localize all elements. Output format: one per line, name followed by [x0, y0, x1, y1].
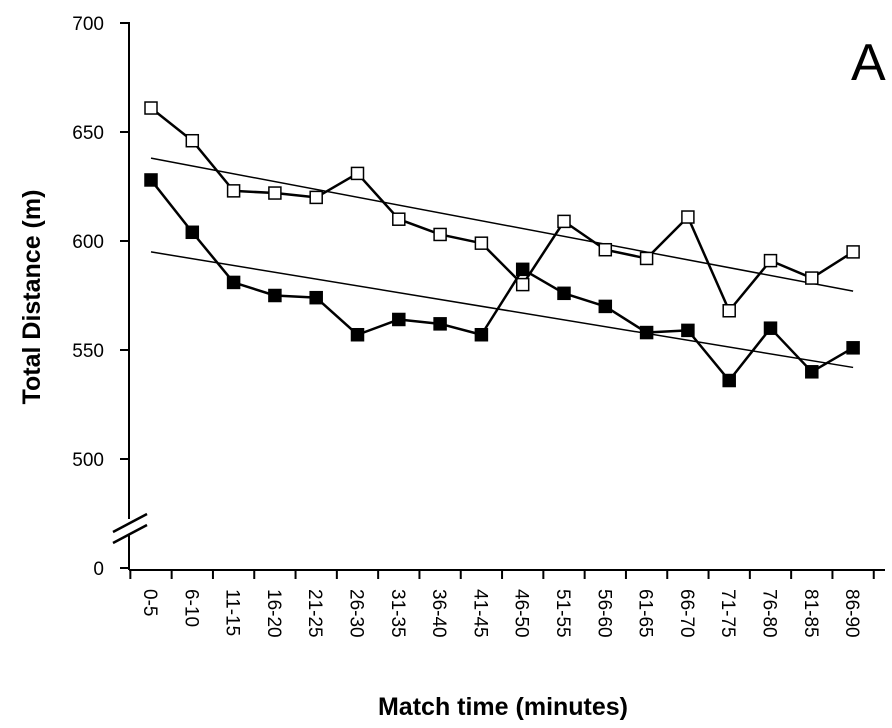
- data-point-series-1: [763, 253, 778, 268]
- data-point-series-1: [639, 251, 654, 266]
- trendline: [150, 157, 854, 292]
- trendlines: [150, 157, 854, 369]
- x-axis-title: Match time (minutes): [378, 693, 628, 721]
- x-tick-label: 0-5: [139, 589, 160, 616]
- x-tick-label: 46-50: [511, 589, 532, 638]
- data-point-series-2: [392, 312, 406, 327]
- x-tick-label: 31-35: [387, 589, 408, 638]
- x-tick-label: 86-90: [841, 589, 862, 638]
- y-tick-label: 500: [72, 450, 104, 471]
- data-point-series-1: [515, 277, 530, 292]
- data-point-series-2: [846, 341, 860, 355]
- data-point-series-1: [144, 101, 158, 115]
- data-point-series-1: [681, 210, 695, 224]
- series-group: [144, 101, 860, 388]
- x-tick-label: 81-85: [800, 589, 821, 638]
- axis-break-mark: [112, 512, 148, 534]
- x-tick-label: 11-15: [222, 589, 243, 636]
- panel-label: A: [851, 34, 886, 92]
- data-point-series-2: [515, 262, 530, 277]
- y-tick-labels: 0 500 550 600 650 700: [72, 14, 104, 580]
- data-point-series-2: [226, 275, 241, 290]
- data-point-series-2: [557, 286, 571, 301]
- series-line-1: [150, 107, 854, 313]
- data-point-series-1: [598, 242, 613, 257]
- x-tick-label: 21-25: [304, 589, 325, 638]
- series-line-2: [150, 179, 854, 382]
- data-point-series-2: [722, 373, 736, 388]
- y-tick-label: 700: [72, 14, 104, 35]
- x-tick-label: 6-10: [180, 589, 201, 627]
- y-tick-label: 650: [72, 123, 104, 144]
- data-point-series-1: [474, 236, 489, 250]
- x-tick-label: 51-55: [552, 589, 573, 638]
- data-point-series-1: [350, 166, 365, 181]
- data-point-series-2: [350, 327, 365, 342]
- data-point-series-2: [598, 299, 613, 314]
- y-tick-label: 600: [72, 232, 104, 253]
- axis-break-mark: [112, 523, 148, 545]
- data-point-series-1: [846, 245, 860, 259]
- data-point-series-1: [268, 186, 282, 200]
- data-point-series-2: [144, 173, 158, 187]
- x-tick-label: 16-20: [263, 589, 284, 638]
- x-tick-label: 36-40: [428, 589, 449, 638]
- data-point-series-2: [639, 325, 654, 340]
- y-axis-title: Total Distance (m): [18, 190, 46, 405]
- y-tick-label: 0: [93, 559, 104, 580]
- x-tick-labels: 0-5 6-10 11-15 16-20 21-25 26-30 31-35 36-40 41-…: [139, 589, 862, 638]
- data-point-series-1: [392, 212, 406, 226]
- data-point-series-2: [268, 288, 282, 303]
- data-point-series-1: [805, 271, 819, 285]
- data-point-series-2: [433, 317, 447, 331]
- data-point-series-2: [805, 365, 819, 379]
- data-point-series-2: [763, 321, 778, 335]
- data-point-series-2: [185, 225, 200, 240]
- data-point-series-2: [474, 327, 489, 342]
- x-tick-label: 66-70: [676, 589, 697, 638]
- data-point-series-2: [309, 290, 323, 305]
- axes: [112, 22, 885, 579]
- data-point-series-2: [681, 323, 695, 338]
- x-tick-label: 61-65: [635, 589, 656, 638]
- data-point-series-1: [433, 227, 447, 242]
- data-point-series-1: [557, 214, 571, 229]
- x-tick-label: 41-45: [469, 589, 490, 638]
- data-point-series-1: [185, 133, 200, 148]
- x-tick-label: 56-60: [593, 589, 614, 638]
- data-point-series-1: [309, 190, 323, 205]
- y-tick-label: 550: [72, 341, 104, 362]
- trendline: [150, 251, 854, 369]
- x-tick-label: 71-75: [717, 589, 738, 638]
- x-tick-label: 76-80: [759, 589, 780, 638]
- data-point-series-1: [722, 304, 736, 318]
- x-tick-label: 26-30: [346, 589, 367, 638]
- data-point-series-1: [226, 184, 241, 198]
